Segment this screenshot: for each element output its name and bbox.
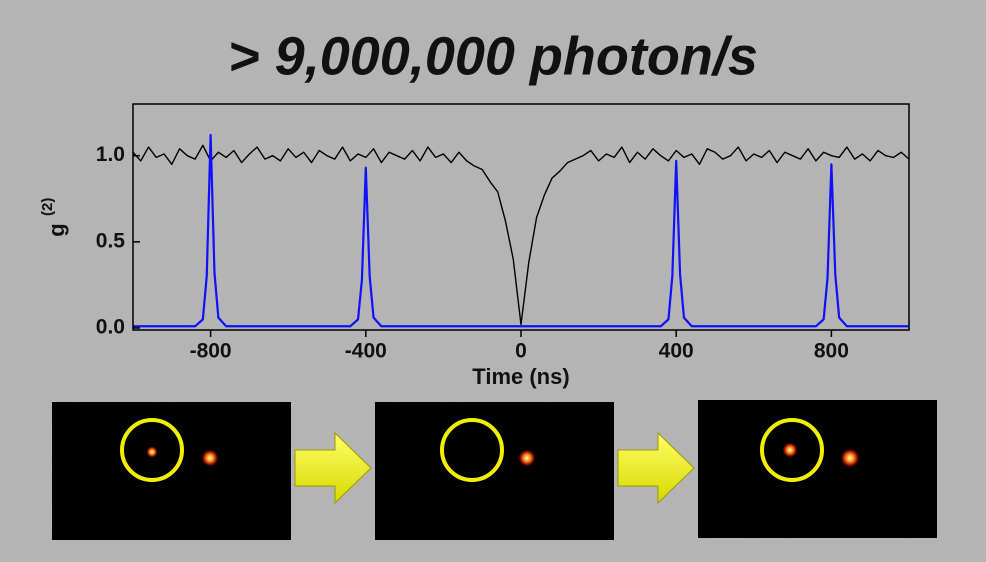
data-line: [132, 144, 910, 326]
x-tick-label: 400: [659, 340, 694, 363]
highlight-circle: [440, 418, 504, 482]
x-tick-label: -800: [190, 340, 232, 363]
x-tick-label: 0: [515, 340, 527, 363]
emitter-spot: [201, 449, 219, 467]
y-axis-label: g (2): [39, 198, 69, 237]
emitter-spot: [518, 449, 536, 467]
y-axis-label-sup: (2): [39, 198, 56, 216]
plot-area: 0.0 0.5 1.0 -800 -400 0 400 800: [96, 103, 910, 363]
y-tick-label: 0.0: [96, 316, 125, 339]
y-tick-label: 1.0: [96, 143, 125, 166]
chart-title: > 9,000,000 photon/s: [228, 26, 758, 86]
arrow: [294, 431, 372, 505]
x-axis-label: Time (ns): [472, 364, 569, 389]
y-tick-label: 0.5: [96, 229, 126, 252]
x-tick-label: 800: [814, 340, 849, 363]
highlight-circle: [120, 418, 184, 482]
y-axis-label-base: g: [44, 223, 69, 236]
arrow: [617, 431, 695, 505]
image-strip: [52, 400, 937, 540]
data-line: [133, 133, 909, 328]
emitter-spot: [782, 442, 798, 458]
x-tick-label: -400: [345, 340, 387, 363]
emitter-spot: [840, 448, 860, 468]
emitter-spot: [146, 446, 158, 458]
highlight-circle: [760, 418, 824, 482]
